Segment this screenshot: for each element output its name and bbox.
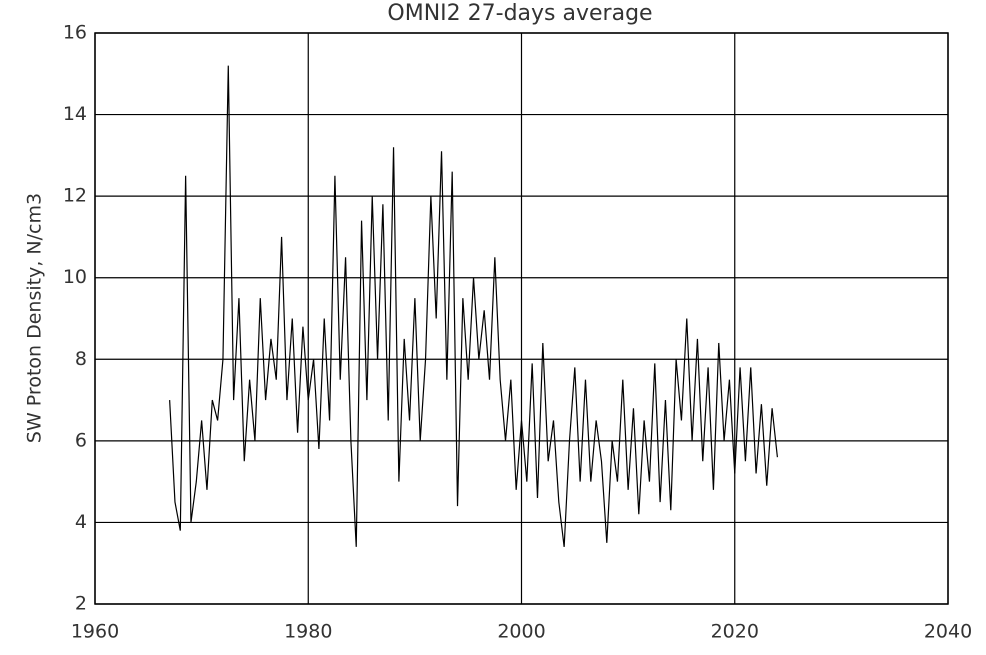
x-tick-label: 1960: [71, 621, 119, 643]
y-tick-label: 16: [63, 22, 87, 44]
y-tick-label: 6: [75, 429, 87, 451]
y-tick-label: 12: [63, 185, 87, 207]
x-tick-label: 2000: [497, 621, 545, 643]
y-tick-label: 8: [75, 348, 87, 370]
x-tick-label: 1980: [284, 621, 332, 643]
x-tick-label: 2020: [711, 621, 759, 643]
y-tick-label: 14: [63, 103, 87, 125]
chart-title: OMNI2 27-days average: [387, 1, 652, 26]
y-tick-label: 4: [75, 511, 87, 533]
y-tick-label: 10: [63, 266, 87, 288]
y-tick-label: 2: [75, 593, 87, 615]
x-tick-label: 2040: [924, 621, 972, 643]
y-axis-label: SW Proton Density, N/cm3: [24, 193, 46, 443]
data-line: [169, 65, 778, 547]
